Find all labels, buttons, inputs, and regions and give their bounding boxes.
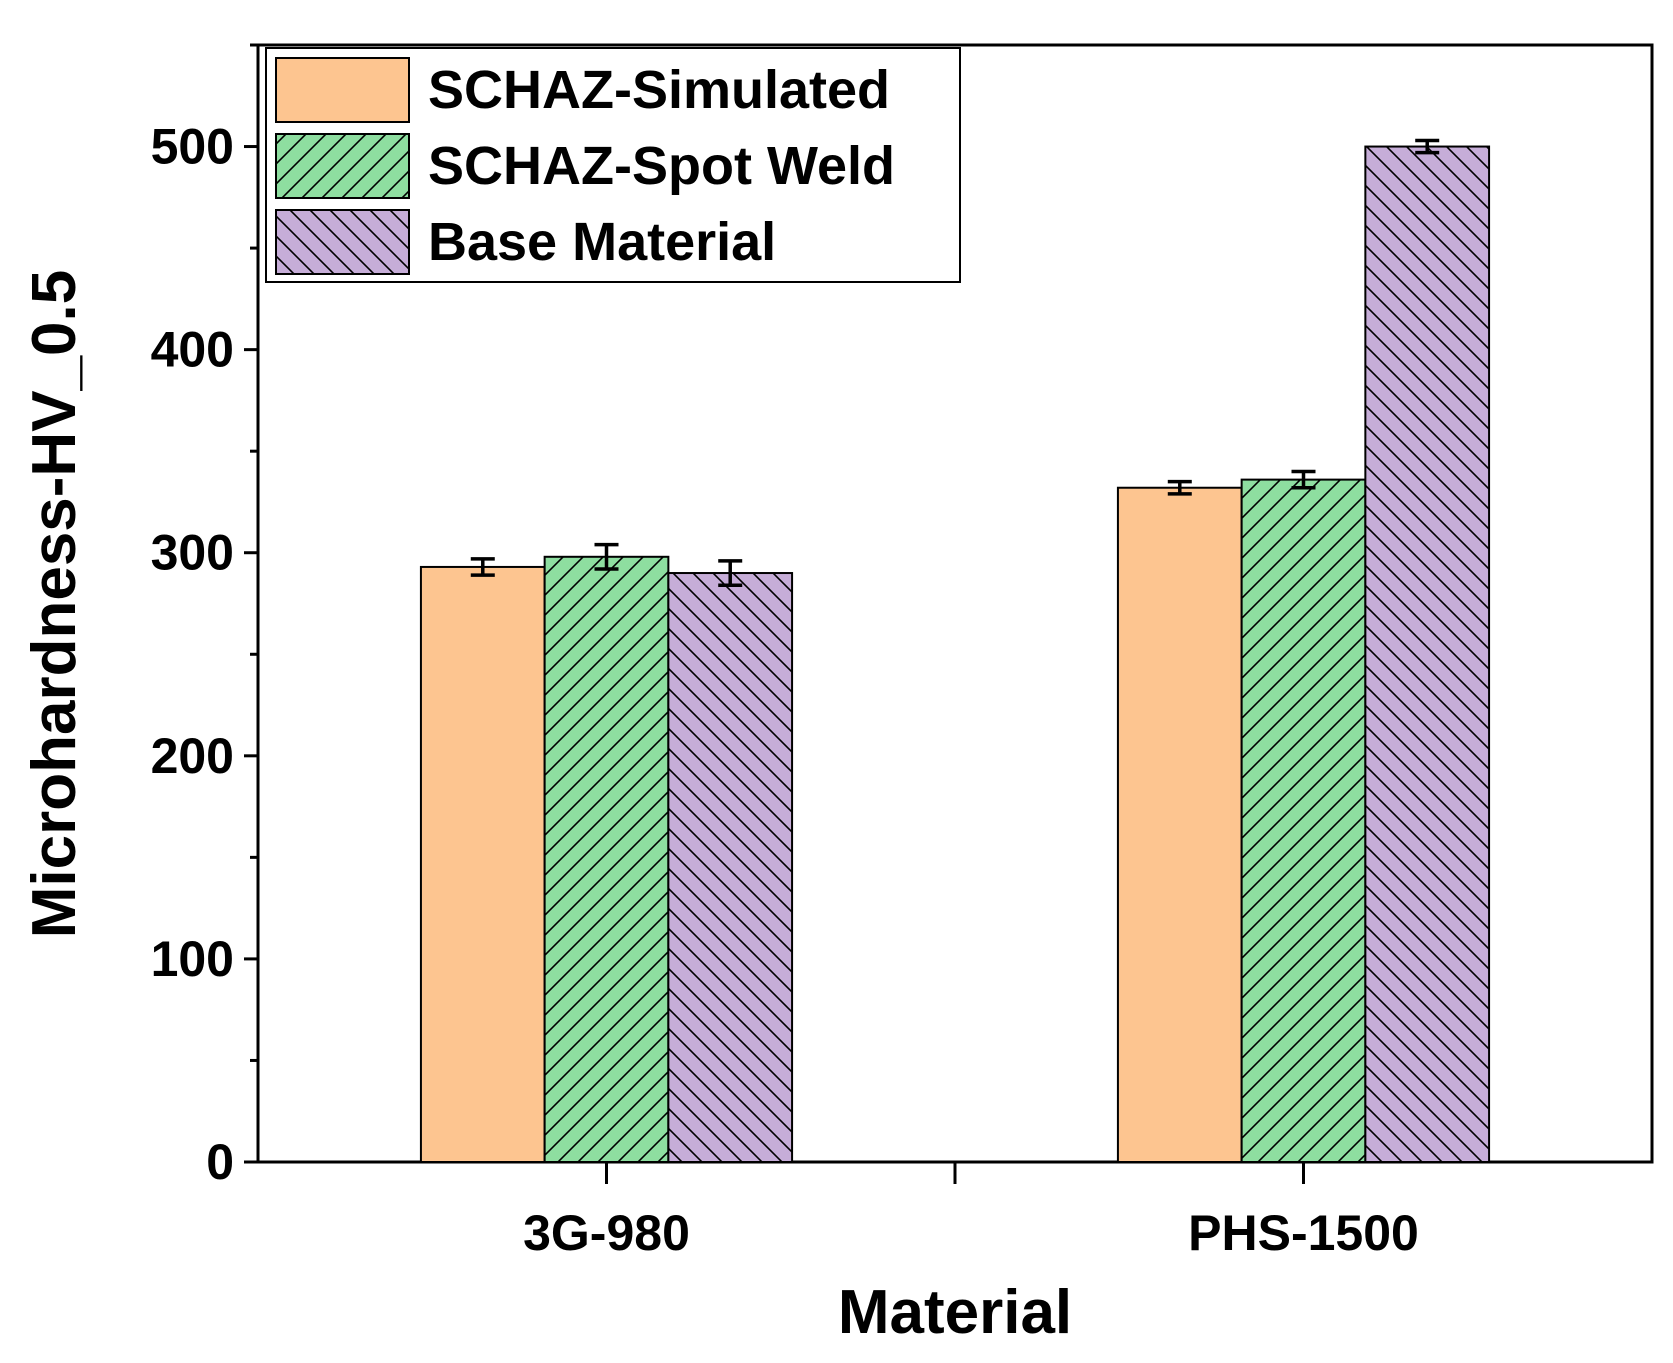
bar-fill bbox=[420, 566, 545, 1162]
legend-label: SCHAZ-Simulated bbox=[428, 60, 890, 120]
bar-hatch bbox=[668, 573, 793, 1162]
y-tick-label: 300 bbox=[151, 525, 234, 581]
x-tick-label: PHS-1500 bbox=[1188, 1205, 1419, 1261]
y-tick-label: 500 bbox=[151, 119, 234, 175]
legend-label: Base Material bbox=[428, 212, 776, 272]
y-axis-title: Microhardness-HV_0.5 bbox=[20, 270, 89, 938]
legend: SCHAZ-Simulated SCHAZ-Spot Weld Base Mater… bbox=[265, 47, 961, 283]
x-axis-title: Material bbox=[838, 1278, 1072, 1347]
legend-swatch bbox=[275, 133, 410, 199]
y-tick-label: 400 bbox=[151, 322, 234, 378]
bar-hatch bbox=[1365, 146, 1490, 1162]
bar-hatch bbox=[1241, 479, 1366, 1163]
x-tick-label: 3G-980 bbox=[523, 1205, 690, 1261]
legend-swatch bbox=[275, 57, 410, 123]
bar-series bbox=[419, 138, 1491, 1164]
y-axis: 0 100 200 300 400 500 bbox=[151, 43, 258, 1190]
y-tick-label: 0 bbox=[206, 1134, 234, 1190]
y-tick-label: 200 bbox=[151, 728, 234, 784]
bar-hatch bbox=[544, 556, 669, 1162]
legend-swatch-fill bbox=[276, 58, 409, 122]
y-tick-label: 100 bbox=[151, 931, 234, 987]
legend-swatch-hatch bbox=[276, 134, 409, 198]
x-axis: 3G-980 PHS-1500 bbox=[523, 1162, 1419, 1261]
legend-label: SCHAZ-Spot Weld bbox=[428, 136, 895, 196]
legend-swatch-hatch bbox=[276, 210, 409, 274]
legend-swatch bbox=[275, 209, 410, 275]
bar-fill bbox=[1117, 487, 1242, 1163]
